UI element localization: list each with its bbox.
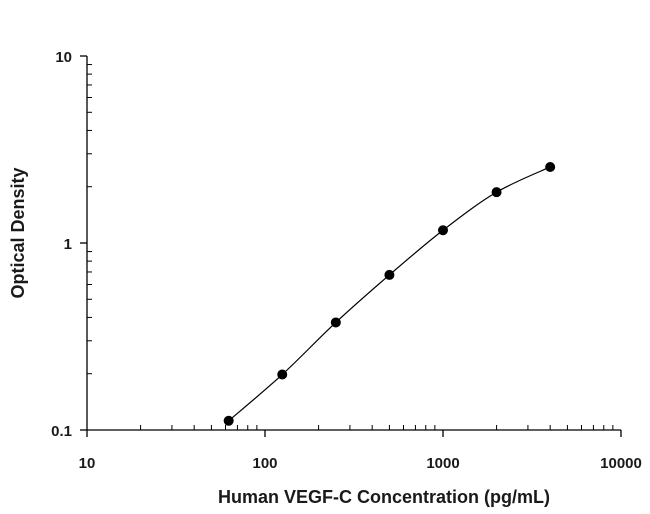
y-tick-label: 0.1 (51, 423, 72, 440)
x-tick-label: 1000 (426, 455, 459, 472)
y-axis-title: Optical Density (8, 167, 28, 298)
data-points (223, 161, 556, 426)
x-tick-label: 10 (79, 455, 96, 472)
x-tick-label: 100 (252, 455, 277, 472)
axes (86, 56, 621, 431)
data-point (277, 369, 288, 380)
y-tick-label: 10 (55, 49, 72, 66)
data-point (438, 225, 448, 236)
ticks (80, 55, 622, 437)
tick-labels: 10 100 1000 10000 0.1 1 10 (51, 49, 642, 472)
data-point (223, 415, 234, 426)
fit-curve (228, 166, 551, 422)
x-tick-label: 10000 (600, 455, 642, 472)
data-point (384, 269, 395, 280)
data-point (491, 187, 502, 198)
y-tick-label: 1 (64, 236, 72, 253)
x-axis-title: Human VEGF-C Concentration (pg/mL) (218, 487, 550, 507)
data-point (330, 317, 341, 328)
data-point (545, 161, 556, 172)
